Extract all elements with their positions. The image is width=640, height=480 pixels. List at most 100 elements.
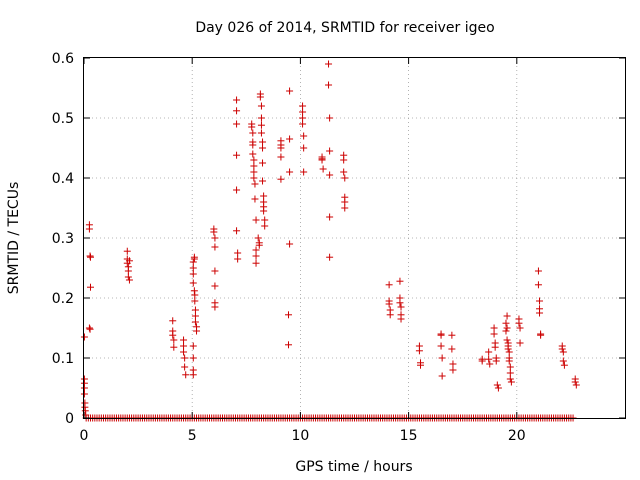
data-point-s0-144 bbox=[386, 311, 394, 319]
data-point-s0-12 bbox=[86, 253, 94, 261]
data-point-s0-44 bbox=[191, 306, 199, 314]
data-point-s0-206 bbox=[559, 357, 567, 365]
data-point-s0-33 bbox=[181, 363, 189, 371]
data-point-s0-106 bbox=[277, 144, 285, 152]
x-tick-label-1: 5 bbox=[188, 428, 197, 444]
data-point-s0-158 bbox=[438, 354, 446, 362]
y-tick-label-0: 0 bbox=[65, 411, 74, 427]
data-point-s0-148 bbox=[397, 303, 405, 311]
data-point-s0-178 bbox=[503, 324, 511, 332]
data-point-s0-197 bbox=[534, 281, 542, 289]
data-point-s0-49 bbox=[189, 342, 197, 350]
data-point-s0-86 bbox=[256, 93, 264, 101]
data-point-s0-210 bbox=[572, 381, 580, 389]
data-point-s0-31 bbox=[180, 348, 188, 356]
data-point-s0-99 bbox=[261, 216, 269, 224]
x-tick-label-4: 20 bbox=[508, 428, 526, 444]
data-point-s0-83 bbox=[252, 252, 260, 260]
data-point-s0-152 bbox=[415, 347, 423, 355]
data-point-s0-157 bbox=[437, 342, 445, 350]
data-point-s0-161 bbox=[448, 345, 456, 353]
data-point-s0-165 bbox=[478, 357, 486, 365]
data-point-s0-32 bbox=[181, 354, 189, 362]
data-point-s0-24 bbox=[169, 317, 177, 325]
data-point-s0-127 bbox=[325, 81, 333, 89]
data-point-s0-57 bbox=[211, 267, 219, 275]
data-point-s0-46 bbox=[191, 318, 199, 326]
data-point-s0-4 bbox=[80, 390, 88, 398]
data-point-s0-23 bbox=[125, 257, 133, 265]
data-point-s0-182 bbox=[504, 345, 512, 353]
data-point-s0-94 bbox=[259, 177, 267, 185]
data-point-s0-68 bbox=[234, 255, 242, 263]
data-point-s0-80 bbox=[251, 195, 259, 203]
data-point-s0-48 bbox=[193, 327, 201, 335]
data-point-s0-130 bbox=[326, 171, 334, 179]
data-point-s0-156 bbox=[437, 331, 445, 339]
data-point-s0-27 bbox=[170, 336, 178, 344]
y-tick-label-6: 0.6 bbox=[52, 51, 74, 67]
data-point-s0-26 bbox=[169, 331, 177, 339]
data-point-s0-129 bbox=[326, 147, 334, 155]
data-point-s0-82 bbox=[252, 246, 260, 254]
data-point-s0-102 bbox=[255, 241, 263, 249]
data-point-s0-189 bbox=[507, 378, 515, 386]
data-point-s0-108 bbox=[277, 175, 285, 183]
data-point-s0-50 bbox=[189, 354, 197, 362]
data-point-s0-60 bbox=[211, 303, 219, 311]
data-point-s0-22 bbox=[125, 276, 133, 284]
data-point-s0-131 bbox=[326, 213, 334, 221]
data-point-s0-98 bbox=[260, 207, 268, 215]
data-point-s0-34 bbox=[182, 371, 190, 379]
data-point-s0-142 bbox=[385, 300, 393, 308]
data-point-s0-195 bbox=[516, 339, 524, 347]
data-point-s0-202 bbox=[537, 331, 545, 339]
data-point-s0-185 bbox=[505, 357, 513, 365]
data-point-s0-65 bbox=[233, 186, 241, 194]
data-point-s0-121 bbox=[300, 168, 308, 176]
data-point-s0-66 bbox=[233, 227, 241, 235]
data-point-s0-63 bbox=[233, 120, 241, 128]
data-point-s0-84 bbox=[252, 259, 260, 267]
data-point-s0-14 bbox=[85, 324, 93, 332]
data-point-s0-40 bbox=[190, 253, 198, 261]
data-point-s0-125 bbox=[319, 165, 327, 173]
data-point-s0-176 bbox=[494, 384, 502, 392]
data-point-s0-16 bbox=[123, 247, 131, 255]
data-point-s0-29 bbox=[180, 336, 188, 344]
data-point-s0-58 bbox=[211, 282, 219, 290]
data-point-s0-114 bbox=[284, 341, 292, 349]
data-point-s0-110 bbox=[286, 135, 294, 143]
x-tick-label-3: 15 bbox=[400, 428, 418, 444]
data-marks bbox=[80, 60, 580, 422]
data-point-s0-74 bbox=[249, 150, 257, 158]
chart-title: Day 026 of 2014, SRMTID for receiver ige… bbox=[195, 20, 494, 36]
data-point-s0-107 bbox=[277, 153, 285, 161]
data-point-s0-35 bbox=[189, 258, 197, 266]
y-tick-label-2: 0.2 bbox=[52, 291, 74, 307]
data-point-s0-166 bbox=[485, 348, 493, 356]
data-point-s0-115 bbox=[299, 102, 307, 110]
data-point-s0-30 bbox=[180, 342, 188, 350]
y-tick-label-4: 0.4 bbox=[52, 171, 74, 187]
data-point-s0-159 bbox=[438, 372, 446, 380]
data-point-s0-145 bbox=[396, 277, 404, 285]
data-point-s0-209 bbox=[571, 378, 579, 386]
data-point-s0-168 bbox=[486, 360, 494, 368]
data-point-s0-78 bbox=[250, 174, 258, 182]
data-point-s0-190 bbox=[502, 319, 510, 327]
data-point-s0-196 bbox=[534, 267, 542, 275]
data-point-s0-147 bbox=[396, 299, 404, 307]
y-tick-label-5: 0.5 bbox=[52, 111, 74, 127]
data-point-s0-109 bbox=[286, 87, 294, 95]
data-point-s0-95 bbox=[260, 192, 268, 200]
data-point-s0-73 bbox=[249, 141, 257, 149]
data-point-s0-67 bbox=[234, 249, 242, 257]
data-point-s0-92 bbox=[259, 144, 267, 152]
data-point-s0-116 bbox=[299, 108, 307, 116]
data-point-s0-193 bbox=[515, 319, 523, 327]
data-point-s0-138 bbox=[341, 198, 349, 206]
data-point-s0-150 bbox=[397, 315, 405, 323]
data-point-s0-87 bbox=[257, 102, 265, 110]
